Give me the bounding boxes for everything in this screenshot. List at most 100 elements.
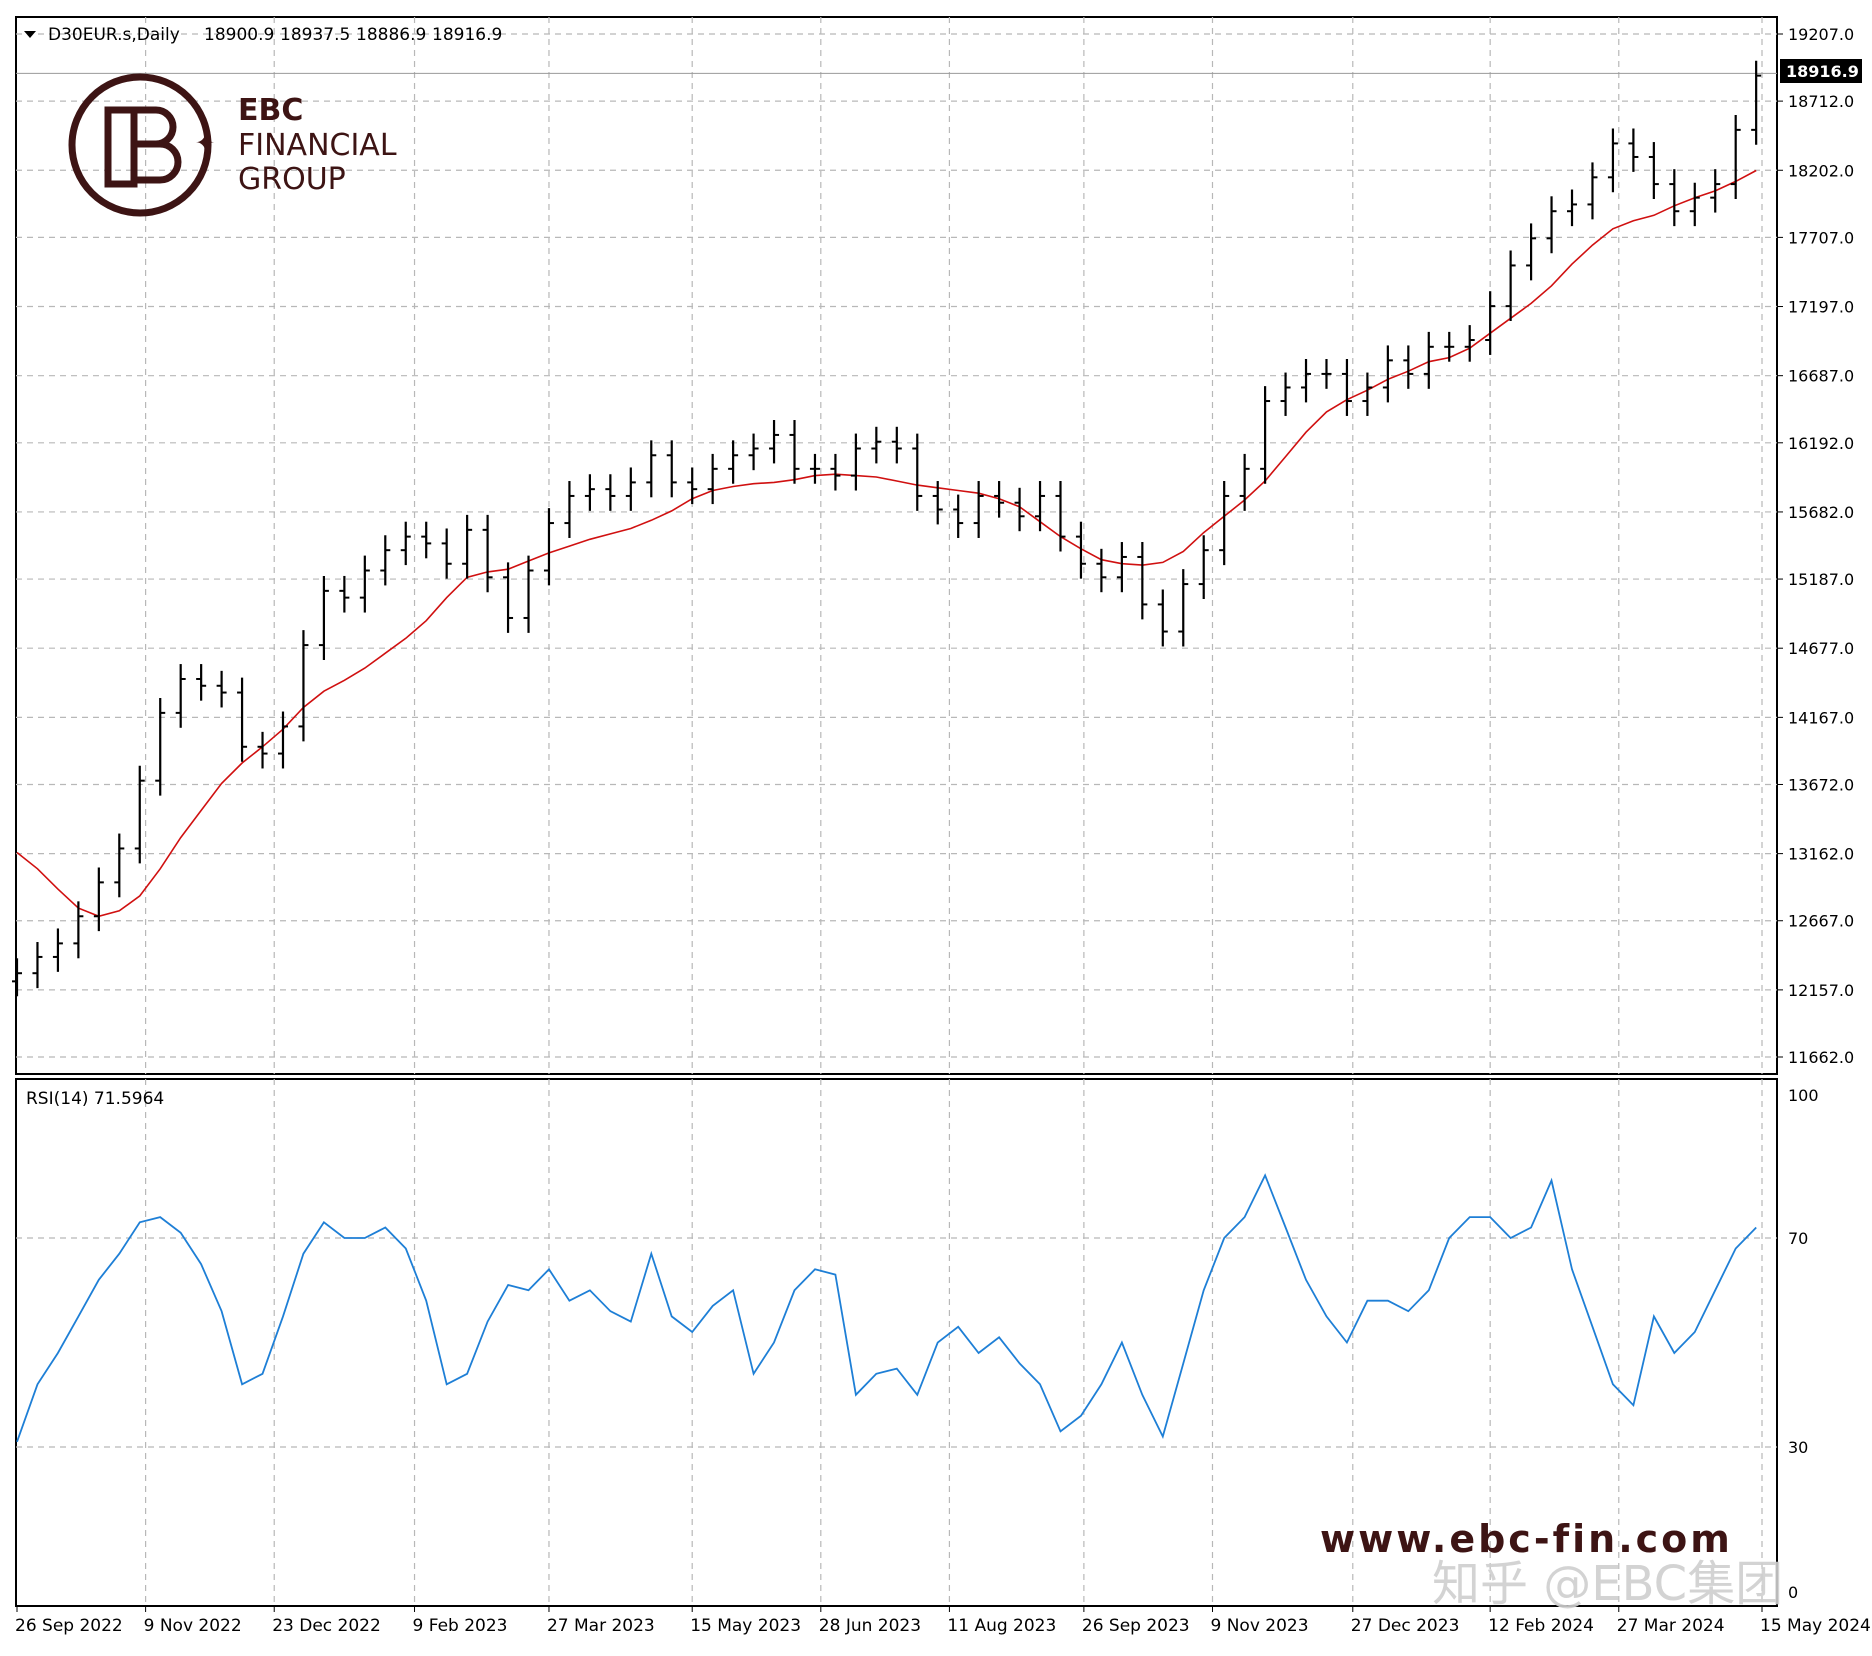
date-tick-label: 15 May 2024 — [1760, 1616, 1871, 1636]
ohlc-bar — [666, 440, 677, 498]
ohlc-bar — [953, 494, 964, 538]
ohlc-bar — [1403, 345, 1414, 389]
ohlc-bar — [1035, 481, 1046, 532]
price-tick-label: 14677.0 — [1788, 639, 1854, 658]
logo-letter-e-icon — [104, 106, 138, 188]
price-tick-label: 12157.0 — [1788, 981, 1854, 1000]
ohlc-bar-layer — [12, 60, 1762, 997]
symbol-label: D30EUR.s,Daily — [48, 25, 180, 45]
ohlc-bar — [728, 440, 739, 484]
ohlc-bar — [543, 508, 554, 586]
ohlc-bar — [973, 481, 984, 538]
price-tick-label: 13672.0 — [1788, 775, 1854, 794]
last-price-label: 18916.9 — [1786, 62, 1859, 81]
ohlc-bar — [1526, 223, 1537, 281]
moving-average-line — [16, 169, 1757, 918]
rsi-tick-label: 30 — [1788, 1438, 1808, 1457]
ohlc-bar — [400, 521, 411, 566]
ohlc-bar — [1444, 331, 1455, 362]
ohlc-bar — [850, 433, 861, 491]
ohlc-bar — [523, 555, 534, 633]
rsi-line-layer — [16, 1173, 1757, 1443]
date-tick-label: 11 Aug 2023 — [947, 1616, 1056, 1636]
date-tick-label: 9 Feb 2023 — [413, 1616, 508, 1636]
ohlc-bar — [1485, 291, 1496, 355]
ohlc-bar — [175, 664, 186, 728]
ohlc-bar — [1055, 481, 1066, 552]
date-tick-label: 28 Jun 2023 — [819, 1616, 921, 1636]
ohlc-bar — [809, 453, 820, 484]
ohlc-bar — [1260, 386, 1271, 484]
ohlc-bar — [707, 453, 718, 505]
website-text: www.ebc-fin.com — [1320, 1517, 1733, 1561]
ohlc-bar — [237, 677, 248, 762]
price-tick-label: 13162.0 — [1788, 845, 1854, 864]
ohlc-bar — [1178, 569, 1189, 647]
ohlc-bar — [380, 535, 391, 586]
rsi-title: RSI(14) 71.5964 — [26, 1089, 164, 1109]
ohlc-bar — [339, 575, 350, 613]
ohlc-bar — [1628, 128, 1639, 172]
date-tick-label: 26 Sep 2022 — [15, 1616, 123, 1636]
logo-star-icon: ✦ — [195, 129, 215, 157]
ohlc-bar — [1567, 189, 1578, 227]
ohlc-bar — [1710, 169, 1721, 213]
date-tick-label: 26 Sep 2023 — [1082, 1616, 1190, 1636]
ohlc-bar — [1157, 589, 1168, 647]
ohlc-bar — [1669, 169, 1680, 227]
date-tick-label: 27 Dec 2023 — [1351, 1616, 1460, 1636]
ohlc-bar — [1423, 331, 1434, 389]
ohlc-bar — [1607, 128, 1618, 193]
ohlc-bar — [871, 426, 882, 464]
price-tick-label: 16687.0 — [1788, 367, 1854, 386]
ohlc-bar — [769, 420, 780, 464]
ohlc-bar — [1587, 162, 1598, 220]
rsi-tick-label: 70 — [1788, 1229, 1808, 1248]
date-tick-label: 27 Mar 2024 — [1617, 1616, 1725, 1636]
ohlc-bar — [114, 833, 125, 898]
logo-ring-icon — [68, 73, 212, 217]
ohlc-bar — [1198, 535, 1209, 599]
ohlc-bar — [1505, 250, 1516, 322]
ohlc-bar — [318, 575, 329, 661]
ohlc-bar — [1137, 542, 1148, 620]
price-tick-label: 14167.0 — [1788, 708, 1854, 727]
ohlc-bar — [441, 528, 452, 579]
date-axis: 26 Sep 2022 9 Nov 2022 23 Dec 2022 9 Feb 20… — [15, 1606, 1871, 1636]
ohlc-bar — [1321, 359, 1332, 389]
ohlc-bar — [687, 467, 698, 505]
ohlc-bar — [1239, 453, 1250, 511]
ohlc-bar — [1464, 325, 1475, 362]
ohlc-bar — [482, 514, 493, 593]
ohlc-bar — [1751, 60, 1762, 145]
date-tick-label: 15 May 2023 — [690, 1616, 801, 1636]
ohlc-bar — [564, 481, 575, 538]
rsi-tick-label: 0 — [1788, 1583, 1798, 1602]
ohlc-bar — [462, 514, 473, 579]
logo-text-financial: FINANCIAL — [238, 128, 397, 163]
price-panel-frame — [15, 16, 1778, 1075]
ohlc-bar — [1546, 196, 1557, 254]
ohlc-bar — [584, 474, 595, 511]
price-tick-label: 12667.0 — [1788, 912, 1854, 931]
dropdown-triangle-icon[interactable] — [24, 31, 36, 38]
price-tick-label: 18202.0 — [1788, 161, 1854, 180]
ohlc-bar — [891, 426, 902, 464]
rsi-tick-label: 100 — [1788, 1086, 1819, 1105]
ohlc-bar — [1648, 142, 1659, 200]
ohlc-bar — [155, 697, 166, 796]
price-tick-label: 16192.0 — [1788, 434, 1854, 453]
ohlc-bar — [646, 440, 657, 498]
rsi-panel-frame — [15, 1078, 1778, 1607]
date-tick-label: 9 Nov 2023 — [1210, 1616, 1308, 1636]
last-price-box — [1780, 59, 1862, 83]
price-axis: 19207.0 18712.0 18202.0 17707.0 17197.0 16687… — [1777, 25, 1854, 1067]
logo-text-group: GROUP — [238, 162, 346, 197]
ohlc-bar — [748, 433, 759, 471]
date-tick-label: 12 Feb 2024 — [1488, 1616, 1594, 1636]
ohlc-bar — [421, 521, 432, 559]
watermark-text: 知乎 @EBC集团 — [1432, 1556, 1783, 1612]
ohlc-bar — [1096, 548, 1107, 593]
ohlc-bar — [1280, 372, 1291, 416]
